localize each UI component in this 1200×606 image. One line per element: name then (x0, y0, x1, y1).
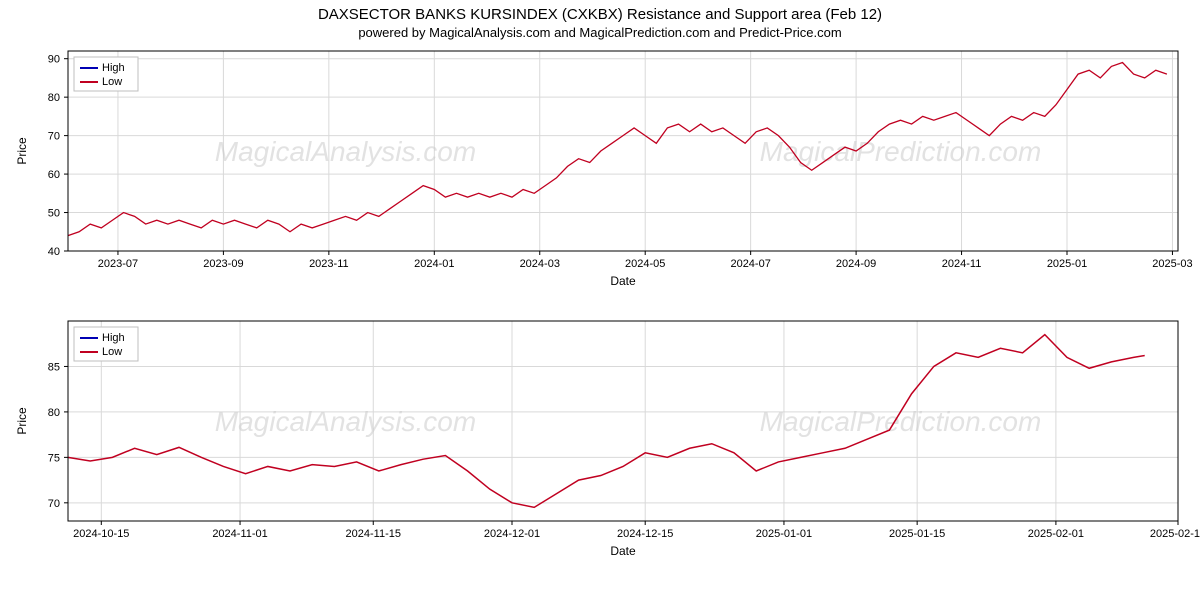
svg-text:2024-12-01: 2024-12-01 (484, 528, 540, 540)
svg-text:2024-01: 2024-01 (414, 258, 454, 270)
chart-svg: MagicalAnalysis.com MagicalPrediction.com… (0, 44, 1200, 601)
svg-text:75: 75 (48, 452, 60, 464)
svg-text:70: 70 (48, 498, 60, 510)
svg-text:85: 85 (48, 361, 60, 373)
svg-text:90: 90 (48, 54, 60, 66)
svg-text:50: 50 (48, 208, 60, 220)
svg-text:70: 70 (48, 131, 60, 143)
svg-text:80: 80 (48, 92, 60, 104)
svg-text:Low: Low (102, 346, 122, 358)
chart-container: DAXSECTOR BANKS KURSINDEX (CXKBX) Resist… (0, 0, 1200, 600)
svg-text:Low: Low (102, 76, 122, 88)
svg-text:2024-07: 2024-07 (730, 258, 770, 270)
svg-text:2024-03: 2024-03 (520, 258, 560, 270)
svg-text:Price: Price (15, 137, 29, 165)
svg-text:MagicalAnalysis.com: MagicalAnalysis.com (215, 136, 476, 167)
svg-text:2024-11-15: 2024-11-15 (346, 528, 401, 540)
svg-text:40: 40 (48, 246, 60, 258)
svg-text:2025-02-01: 2025-02-01 (1028, 528, 1084, 540)
svg-text:2025-02-15: 2025-02-15 (1150, 528, 1200, 540)
svg-text:2025-01-15: 2025-01-15 (889, 528, 945, 540)
chart-title: DAXSECTOR BANKS KURSINDEX (CXKBX) Resist… (0, 0, 1200, 23)
svg-text:2024-12-15: 2024-12-15 (617, 528, 673, 540)
svg-text:2024-05: 2024-05 (625, 258, 665, 270)
svg-text:High: High (102, 62, 125, 74)
svg-text:60: 60 (48, 169, 60, 181)
svg-text:Date: Date (610, 544, 636, 558)
svg-text:Date: Date (610, 274, 636, 288)
svg-text:Price: Price (15, 407, 29, 435)
chart-subtitle: powered by MagicalAnalysis.com and Magic… (0, 23, 1200, 44)
svg-text:2023-11: 2023-11 (309, 258, 349, 270)
svg-text:2024-09: 2024-09 (836, 258, 876, 270)
svg-text:2024-11-01: 2024-11-01 (212, 528, 267, 540)
svg-text:2025-01: 2025-01 (1047, 258, 1087, 270)
svg-text:2023-09: 2023-09 (203, 258, 243, 270)
svg-text:MagicalAnalysis.com: MagicalAnalysis.com (215, 406, 476, 437)
svg-text:High: High (102, 332, 125, 344)
svg-text:2025-03: 2025-03 (1152, 258, 1192, 270)
svg-text:2023-07: 2023-07 (98, 258, 138, 270)
svg-text:80: 80 (48, 407, 60, 419)
svg-text:MagicalPrediction.com: MagicalPrediction.com (760, 136, 1042, 167)
svg-text:2025-01-01: 2025-01-01 (756, 528, 812, 540)
svg-text:2024-10-15: 2024-10-15 (73, 528, 129, 540)
svg-text:2024-11: 2024-11 (942, 258, 982, 270)
